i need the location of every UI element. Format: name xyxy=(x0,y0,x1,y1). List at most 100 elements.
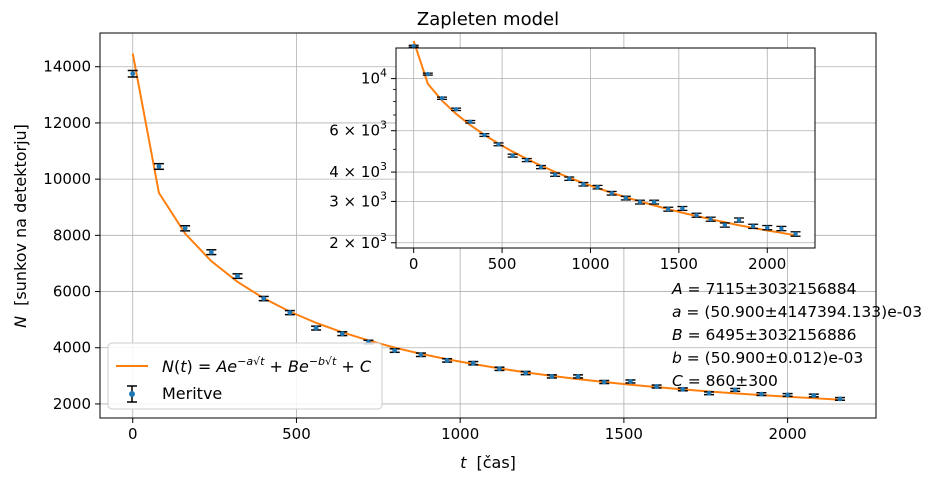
main-data-series xyxy=(127,69,845,402)
inset-data-point xyxy=(705,216,716,222)
inset-data-point xyxy=(493,142,504,147)
main-data-point xyxy=(153,162,164,171)
main-x-ticks: 0 500 1000 1500 2000 xyxy=(128,418,807,443)
main-data-point xyxy=(520,370,531,376)
main-data-point xyxy=(625,379,636,384)
param-a-var: a xyxy=(672,303,682,321)
inset-x-tick-label: 1000 xyxy=(571,255,609,273)
inset-marker xyxy=(538,164,544,170)
param-A: A = 7115±3032156884 xyxy=(671,280,857,298)
main-marker xyxy=(654,384,660,389)
legend-box xyxy=(107,342,383,410)
inset-data-point xyxy=(592,184,603,190)
param-B-value: = 6495±3032156886 xyxy=(683,326,857,344)
main-x-tick-label: 500 xyxy=(282,425,311,443)
inset-data-point xyxy=(691,212,702,218)
inset-marker xyxy=(708,216,713,222)
inset-marker xyxy=(524,157,530,163)
main-data-point xyxy=(442,357,453,363)
main-data-point xyxy=(258,295,269,302)
main-data-point xyxy=(730,387,741,393)
inset-y-tick-label: 3 × 103 xyxy=(329,189,387,210)
inset-data-point xyxy=(634,199,645,205)
main-marker xyxy=(418,352,424,358)
main-y-tick-label: 6000 xyxy=(53,283,91,301)
main-marker xyxy=(130,71,136,77)
inset-marker xyxy=(793,231,798,237)
main-data-point xyxy=(756,391,767,397)
main-marker xyxy=(811,393,817,398)
x-axis-label-var: t xyxy=(460,453,467,472)
param-a-value: = (50.900±4147394.133)e-03 xyxy=(682,303,923,321)
inset-y-tick-label: 4 × 103 xyxy=(329,160,387,181)
inset-marker xyxy=(552,172,558,177)
inset-data-point xyxy=(507,153,518,158)
inset-marker xyxy=(623,195,629,201)
main-data-point xyxy=(808,393,819,398)
param-b-value: = (50.900±0.012)e-03 xyxy=(682,349,863,367)
main-y-tick-label: 14000 xyxy=(43,58,91,76)
main-data-point xyxy=(415,352,426,358)
main-marker xyxy=(759,391,764,397)
inset-marker xyxy=(425,71,431,77)
main-data-point xyxy=(599,379,610,385)
inset-data-point xyxy=(550,172,561,177)
inset-data-point xyxy=(606,190,617,196)
main-x-tick-label: 1500 xyxy=(605,425,643,443)
inset-marker xyxy=(496,142,501,147)
main-marker xyxy=(549,374,555,379)
main-marker xyxy=(182,225,188,231)
chart-title: Zapleten model xyxy=(417,9,559,30)
param-b-var: b xyxy=(672,349,682,367)
inset-data-point xyxy=(719,222,730,228)
inset-data-point xyxy=(578,181,589,187)
main-marker xyxy=(156,164,162,169)
main-marker xyxy=(837,396,843,402)
main-data-point xyxy=(311,325,322,331)
inset-marker xyxy=(581,182,586,187)
param-C-value: = 860±300 xyxy=(683,372,778,390)
main-y-tick-label: 10000 xyxy=(43,170,91,188)
param-A-var: A xyxy=(671,280,683,298)
legend-data-label: Meritve xyxy=(162,384,222,403)
main-marker xyxy=(575,374,581,379)
inset-x-tick-label: 1500 xyxy=(660,255,698,273)
inset-data-series xyxy=(408,43,801,237)
main-marker xyxy=(313,325,319,331)
main-marker xyxy=(287,310,293,316)
inset-data-point xyxy=(535,164,546,170)
inset-data-point xyxy=(762,224,773,231)
inset-marker xyxy=(666,206,671,212)
inset-grid xyxy=(396,48,815,248)
main-data-point xyxy=(468,360,479,366)
inset-data-point xyxy=(564,176,575,181)
inset-axes: 0 500 1000 1500 2000 104 6 × 103 4 × 103 3 × 10… xyxy=(329,40,816,273)
main-marker xyxy=(261,296,267,301)
inset-data-point xyxy=(677,205,688,212)
inset-y-tick-label: 2 × 103 xyxy=(329,231,387,252)
inset-marker xyxy=(651,199,657,205)
main-data-point xyxy=(232,273,243,280)
main-marker xyxy=(680,386,686,392)
inset-marker xyxy=(694,213,699,218)
main-y-tick-label: 8000 xyxy=(53,226,91,244)
inset-marker xyxy=(595,184,600,190)
inset-marker xyxy=(637,199,643,205)
main-marker xyxy=(392,348,398,353)
inset-marker xyxy=(750,224,756,229)
inset-data-point xyxy=(465,119,476,124)
inset-marker xyxy=(439,96,445,101)
main-y-ticks: 2000 4000 6000 8000 10000 12000 14000 xyxy=(43,58,100,413)
param-a: a = (50.900±4147394.133)e-03 xyxy=(672,303,922,321)
main-marker xyxy=(732,387,738,393)
inset-marker xyxy=(736,217,742,223)
main-data-point xyxy=(834,396,845,402)
main-marker xyxy=(628,379,633,384)
y-axis-label-unit: [sunkov na detektorju] xyxy=(11,124,30,306)
main-marker xyxy=(706,390,712,396)
inset-data-point xyxy=(479,132,490,138)
inset-marker xyxy=(468,119,473,124)
x-axis-label: t [čas] xyxy=(460,453,516,472)
inset-data-point xyxy=(663,206,674,212)
